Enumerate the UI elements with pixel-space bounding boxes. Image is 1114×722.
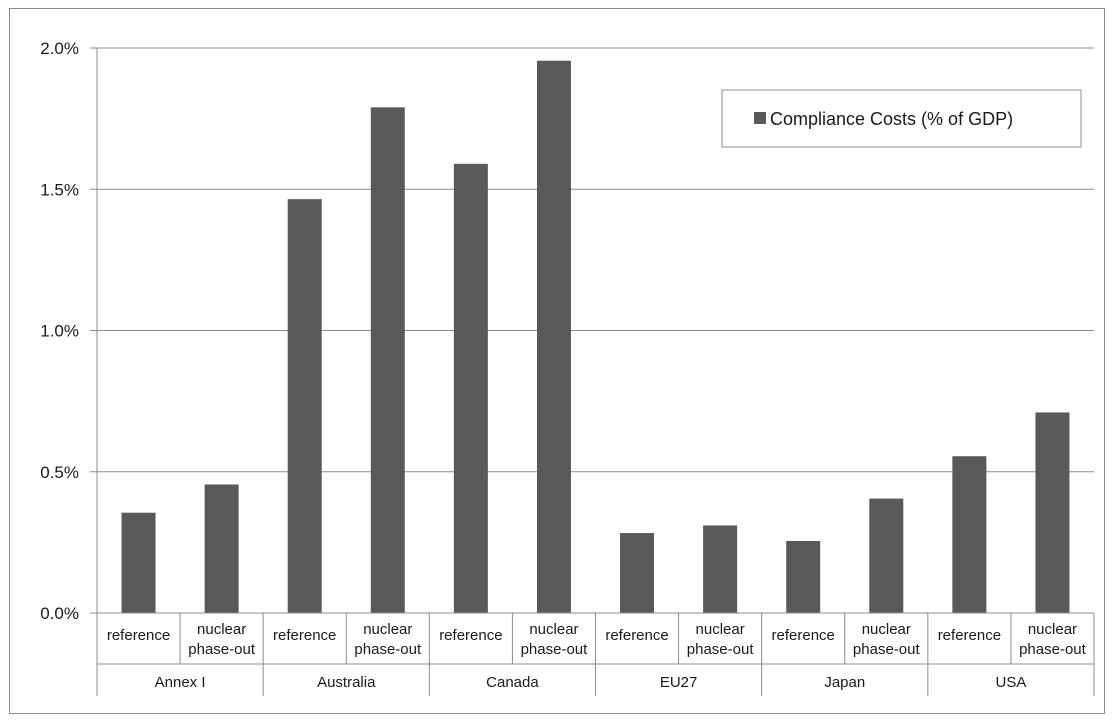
legend-box xyxy=(721,89,1082,148)
category-label: reference xyxy=(938,627,1001,644)
y-tick-label: 0.0% xyxy=(40,604,79,623)
y-tick-label: 2.0% xyxy=(40,39,79,58)
group-label: EU27 xyxy=(660,674,698,691)
y-tick-label: 1.0% xyxy=(40,322,79,341)
bar xyxy=(204,484,239,613)
category-label: nuclear phase-out xyxy=(354,621,422,658)
y-tick-label: 0.5% xyxy=(40,463,79,482)
y-tick-label: 1.5% xyxy=(40,180,79,199)
category-label: reference xyxy=(107,627,170,644)
y-axis-tick-labels: 0.0% 0.5% 1.0% 1.5% 2.0% xyxy=(40,39,79,623)
group-label: Australia xyxy=(317,674,376,691)
legend-swatch xyxy=(754,112,766,124)
bar xyxy=(952,456,987,613)
bar xyxy=(1035,412,1070,613)
group-label: Annex I xyxy=(155,674,206,691)
category-label: reference xyxy=(273,627,336,644)
category-label: reference xyxy=(439,627,502,644)
category-label: nuclear phase-out xyxy=(853,621,921,658)
bar xyxy=(703,525,738,613)
bar xyxy=(287,199,322,613)
group-label: USA xyxy=(995,674,1026,691)
category-label: nuclear phase-out xyxy=(1019,621,1087,658)
category-label: reference xyxy=(605,627,668,644)
bars xyxy=(121,60,1070,613)
bar xyxy=(121,512,156,613)
legend-label: Compliance Costs (% of GDP) xyxy=(770,109,1013,129)
legend: Compliance Costs (% of GDP) xyxy=(721,89,1082,148)
bar xyxy=(869,498,904,613)
bar xyxy=(620,533,655,613)
category-label: nuclear phase-out xyxy=(521,621,589,658)
group-label: Canada xyxy=(486,674,539,691)
category-label: nuclear phase-out xyxy=(687,621,755,658)
bar xyxy=(453,163,488,613)
category-labels: reference nuclear phase-out reference nuclea… xyxy=(107,621,1087,658)
bar xyxy=(786,540,821,613)
axes xyxy=(90,47,1095,696)
group-label: Japan xyxy=(824,674,865,691)
category-label: nuclear phase-out xyxy=(188,621,256,658)
category-label: reference xyxy=(772,627,835,644)
bar xyxy=(536,60,571,613)
gridlines xyxy=(97,47,1094,473)
group-labels: Annex I Australia Canada EU27 Japan USA xyxy=(155,674,1027,691)
bar xyxy=(370,107,405,613)
